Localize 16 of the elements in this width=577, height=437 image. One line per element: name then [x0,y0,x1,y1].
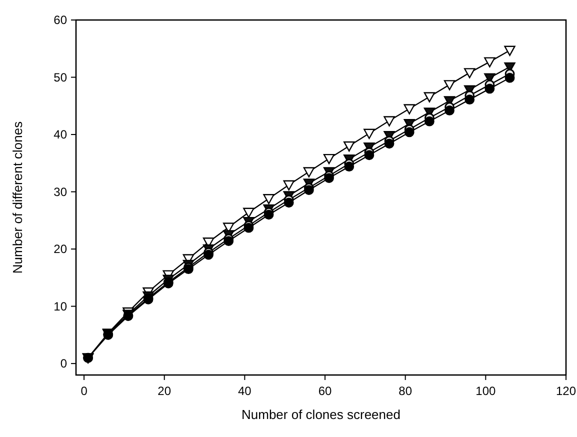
y-tick-label: 20 [54,242,68,256]
y-tick-label: 50 [54,70,68,84]
y-tick-label: 40 [54,128,68,142]
x-tick-label: 60 [318,384,332,398]
y-tick-label: 30 [54,184,68,199]
y-tick-label: 0 [60,356,68,371]
x-tick-label: 120 [556,384,576,398]
x-axis-title: Number of clones screened [242,407,400,422]
x-tick-label: 20 [158,384,172,398]
x-tick-label: 0 [80,384,88,398]
y-tick-label: 60 [54,13,68,27]
x-tick-label: 40 [238,384,252,398]
x-tick-label: 100 [476,384,496,398]
y-axis-title: Number of different clones [10,120,25,274]
y-tick-label: 10 [54,299,68,314]
x-tick-label: 80 [398,384,412,398]
